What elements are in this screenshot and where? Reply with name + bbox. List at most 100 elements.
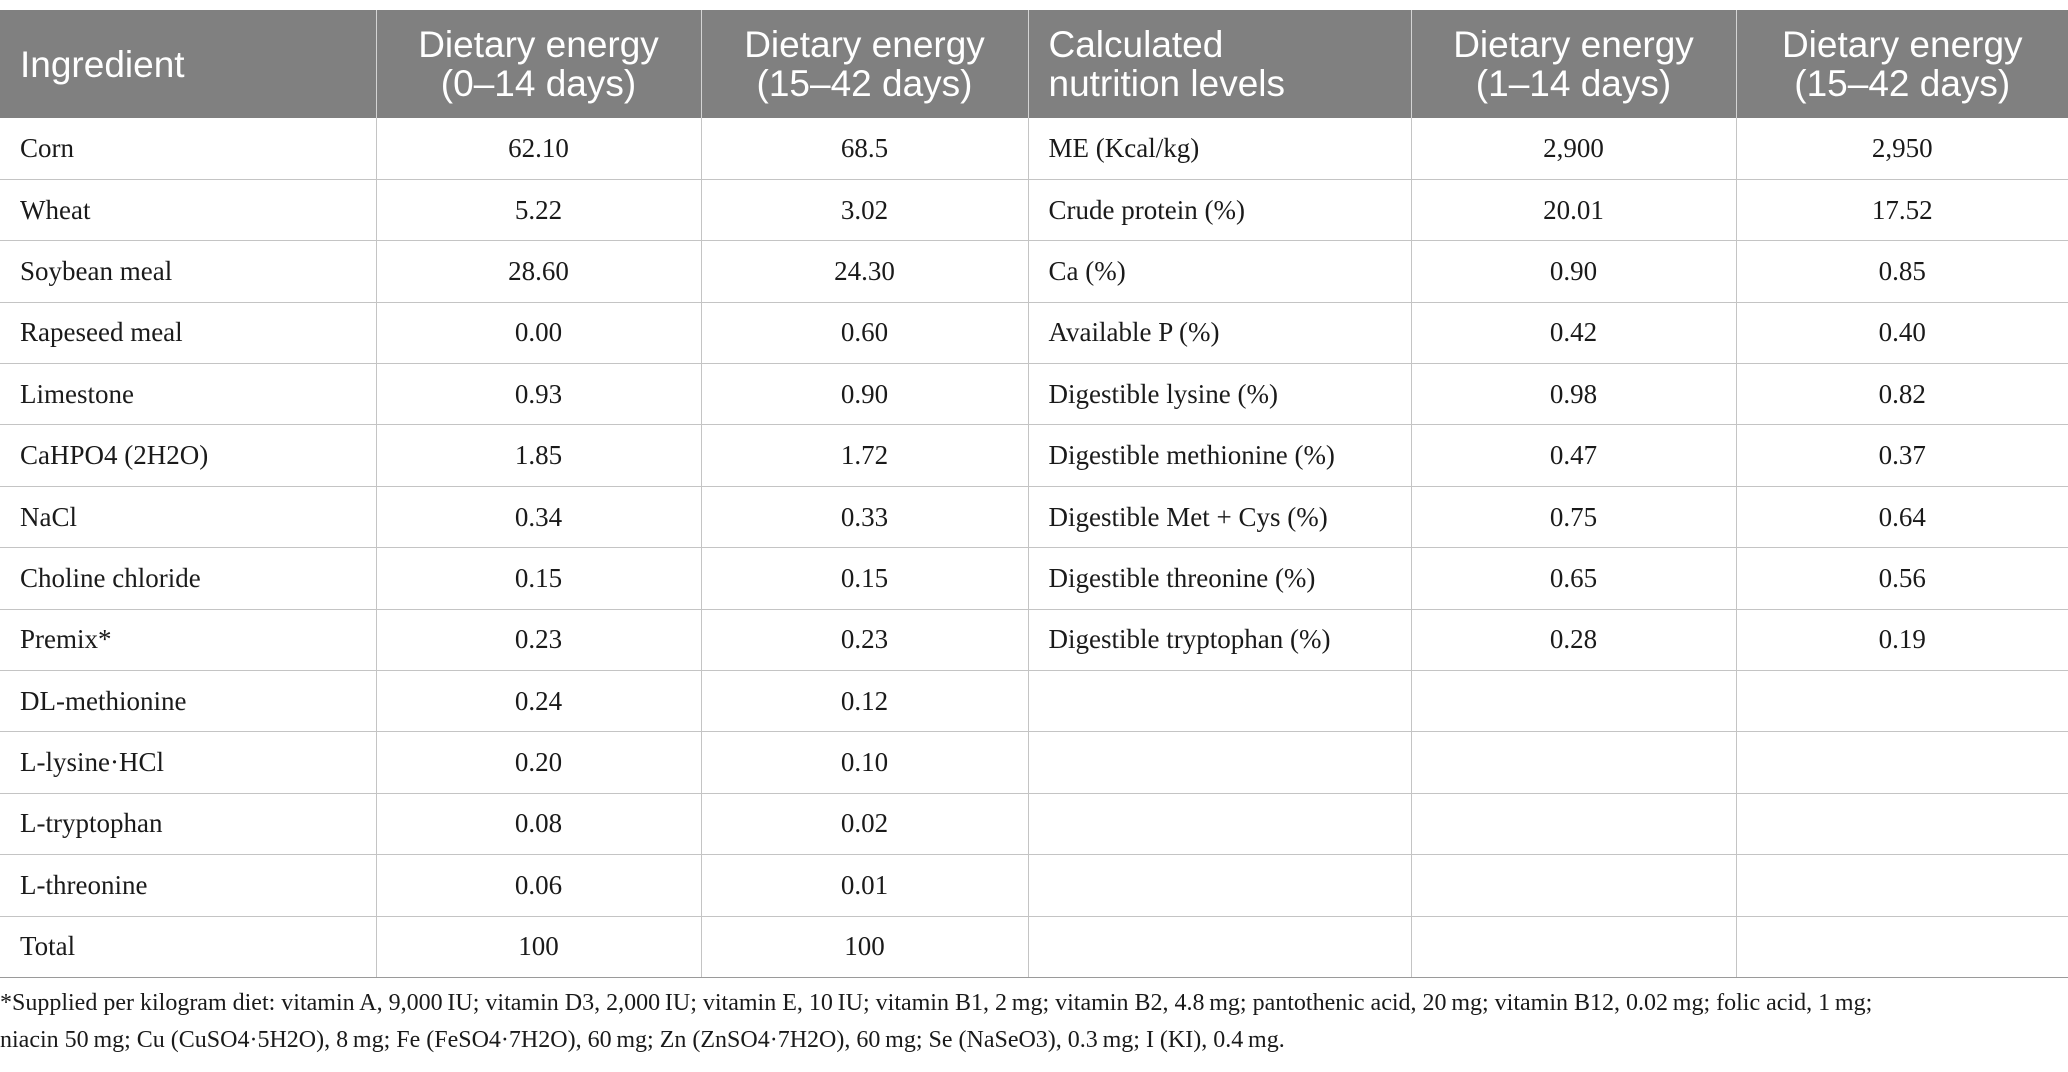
cell-energy-15-42: 0.02 [701, 793, 1029, 856]
header-energy-1-14: Dietary energy (1–14 days) [1411, 10, 1737, 118]
cell-energy-15-42-nutrient: 0.85 [1736, 240, 2068, 303]
cell-ingredient: Limestone [0, 363, 377, 426]
header-energy-15-42: Dietary energy (15–42 days) [701, 10, 1029, 118]
cell-energy-0-14: 0.24 [376, 670, 702, 733]
cell-energy-0-14: 100 [376, 916, 702, 978]
header-energy-0-14: Dietary energy (0–14 days) [376, 10, 702, 118]
header-calculated-nutrition: Calculated nutrition levels [1028, 10, 1412, 118]
cell-energy-1-14: 0.75 [1411, 486, 1737, 549]
cell-ingredient: L-tryptophan [0, 793, 377, 856]
cell-energy-1-14 [1411, 854, 1737, 917]
cell-energy-15-42: 0.23 [701, 609, 1029, 672]
cell-energy-15-42-nutrient: 0.56 [1736, 547, 2068, 610]
cell-energy-0-14: 0.08 [376, 793, 702, 856]
diet-composition-table-wrapper: Ingredient Dietary energy (0–14 days) Die… [0, 10, 2068, 978]
cell-ingredient: Choline chloride [0, 547, 377, 610]
cell-nutrient: Digestible tryptophan (%) [1028, 609, 1412, 672]
table-row: Premix* 0.23 0.23 Digestible tryptophan (%)… [0, 609, 2068, 672]
table-row: L-lysine·HCl 0.20 0.10 [0, 731, 2068, 794]
cell-nutrient [1028, 670, 1412, 733]
cell-energy-15-42: 0.15 [701, 547, 1029, 610]
cell-nutrient [1028, 731, 1412, 794]
cell-energy-0-14: 0.93 [376, 363, 702, 426]
header-line1: Calculated [1048, 24, 1224, 65]
cell-ingredient: Corn [0, 118, 377, 180]
cell-energy-0-14: 0.34 [376, 486, 702, 549]
cell-energy-15-42-nutrient: 0.19 [1736, 609, 2068, 672]
cell-energy-1-14: 20.01 [1411, 179, 1737, 242]
cell-energy-1-14 [1411, 731, 1737, 794]
header-line2: (1–14 days) [1475, 63, 1672, 104]
cell-energy-0-14: 0.23 [376, 609, 702, 672]
header-energy-15-42-nutrition: Dietary energy (15–42 days) [1736, 10, 2068, 118]
footnote-line2: niacin 50 mg; Cu (CuSO4·5H2O), 8 mg; Fe … [0, 1027, 1285, 1053]
cell-ingredient: Total [0, 916, 377, 978]
cell-energy-15-42-nutrient: 2,950 [1736, 118, 2068, 180]
cell-nutrient: Digestible Met + Cys (%) [1028, 486, 1412, 549]
cell-nutrient: Available P (%) [1028, 302, 1412, 365]
header-line1: Dietary energy [1781, 24, 2023, 65]
cell-energy-15-42: 1.72 [701, 424, 1029, 487]
cell-energy-15-42: 0.12 [701, 670, 1029, 733]
cell-energy-15-42: 0.01 [701, 854, 1029, 917]
cell-energy-0-14: 0.06 [376, 854, 702, 917]
cell-ingredient: DL-methionine [0, 670, 377, 733]
cell-nutrient: Digestible methionine (%) [1028, 424, 1412, 487]
table-row: NaCl 0.34 0.33 Digestible Met + Cys (%) 0.75… [0, 486, 2068, 549]
cell-energy-15-42: 0.33 [701, 486, 1029, 549]
header-line2: (15–42 days) [1794, 63, 2011, 104]
cell-ingredient: NaCl [0, 486, 377, 549]
cell-energy-1-14: 0.42 [1411, 302, 1737, 365]
cell-energy-1-14: 0.47 [1411, 424, 1737, 487]
cell-energy-1-14: 2,900 [1411, 118, 1737, 180]
cell-energy-15-42: 0.60 [701, 302, 1029, 365]
cell-energy-15-42-nutrient [1736, 670, 2068, 733]
cell-nutrient: ME (Kcal/kg) [1028, 118, 1412, 180]
table-row: CaHPO4 (2H2O) 1.85 1.72 Digestible methioni… [0, 424, 2068, 487]
header-row: Ingredient Dietary energy (0–14 days) Die… [0, 10, 2068, 118]
cell-ingredient: Wheat [0, 179, 377, 242]
cell-nutrient [1028, 916, 1412, 978]
cell-energy-1-14: 0.65 [1411, 547, 1737, 610]
table-row: Total 100 100 [0, 916, 2068, 978]
cell-energy-0-14: 62.10 [376, 118, 702, 180]
table-row: L-threonine 0.06 0.01 [0, 854, 2068, 917]
cell-nutrient: Ca (%) [1028, 240, 1412, 303]
table-header: Ingredient Dietary energy (0–14 days) Die… [0, 10, 2068, 118]
table-row: Wheat 5.22 3.02 Crude protein (%) 20.01 17.52 [0, 179, 2068, 242]
cell-nutrient: Digestible lysine (%) [1028, 363, 1412, 426]
table-row: L-tryptophan 0.08 0.02 [0, 793, 2068, 856]
cell-energy-1-14: 0.90 [1411, 240, 1737, 303]
cell-energy-15-42: 68.5 [701, 118, 1029, 180]
table-row: DL-methionine 0.24 0.12 [0, 670, 2068, 733]
cell-energy-15-42-nutrient: 17.52 [1736, 179, 2068, 242]
cell-energy-15-42-nutrient: 0.64 [1736, 486, 2068, 549]
cell-energy-0-14: 5.22 [376, 179, 702, 242]
cell-energy-0-14: 0.00 [376, 302, 702, 365]
footnote-line1: *Supplied per kilogram diet: vitamin A, … [0, 990, 1873, 1016]
cell-energy-1-14 [1411, 793, 1737, 856]
table-row: Soybean meal 28.60 24.30 Ca (%) 0.90 0.85 [0, 240, 2068, 303]
header-line2: nutrition levels [1048, 63, 1286, 104]
cell-ingredient: Rapeseed meal [0, 302, 377, 365]
cell-energy-15-42: 3.02 [701, 179, 1029, 242]
cell-energy-15-42-nutrient [1736, 916, 2068, 978]
header-line1: Dietary energy [744, 24, 985, 65]
cell-energy-15-42-nutrient [1736, 731, 2068, 794]
table-row: Choline chloride 0.15 0.15 Digestible threo… [0, 547, 2068, 610]
header-line2: (0–14 days) [440, 63, 637, 104]
cell-nutrient: Digestible threonine (%) [1028, 547, 1412, 610]
cell-energy-0-14: 28.60 [376, 240, 702, 303]
header-line1: Dietary energy [418, 24, 659, 65]
cell-nutrient: Crude protein (%) [1028, 179, 1412, 242]
table-row: Corn 62.10 68.5 ME (Kcal/kg) 2,900 2,950 [0, 118, 2068, 180]
cell-energy-0-14: 1.85 [376, 424, 702, 487]
cell-ingredient: Premix* [0, 609, 377, 672]
table-footnote: *Supplied per kilogram diet: vitamin A, … [0, 985, 2060, 1059]
cell-energy-15-42-nutrient [1736, 793, 2068, 856]
table-row: Rapeseed meal 0.00 0.60 Available P (%) 0.42… [0, 302, 2068, 365]
cell-energy-0-14: 0.20 [376, 731, 702, 794]
cell-ingredient: Soybean meal [0, 240, 377, 303]
cell-nutrient [1028, 854, 1412, 917]
table-row: Limestone 0.93 0.90 Digestible lysine (%) 0.… [0, 363, 2068, 426]
